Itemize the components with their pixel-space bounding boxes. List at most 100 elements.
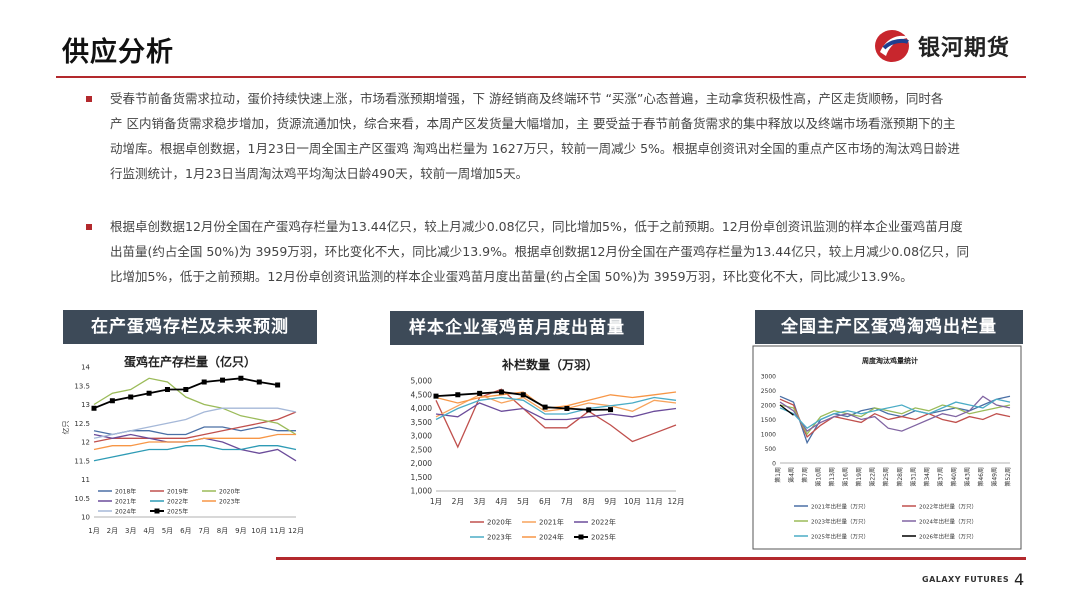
page-number: 4	[1014, 570, 1025, 589]
y-tick-label: 4,000	[411, 404, 433, 413]
x-tick-label: 12月	[288, 527, 304, 535]
legend-label: 2020年	[219, 488, 240, 496]
x-tick-label: 第46周	[977, 467, 985, 487]
chart-header-chicks: 样本企业蛋鸡苗月度出苗量	[390, 311, 644, 345]
y-tick-label: 2500	[761, 388, 776, 395]
x-tick-label: 第7周	[801, 467, 809, 483]
chart-culls: 周度淘汰鸡量统计 0 500 1000 1500 2000 2500 3000 第1周 第4周 第7…	[752, 345, 1022, 550]
legend-label: 2023年出栏量（万只）	[811, 518, 869, 526]
series-point	[275, 382, 281, 388]
x-tick-label: 1月	[430, 497, 442, 506]
x-tick-label: 第10周	[815, 467, 823, 487]
x-tick-label: 第34周	[923, 467, 931, 487]
legend-label: 2022年出栏量（万只）	[919, 503, 977, 511]
y-tick-label: 4,500	[411, 390, 433, 399]
series-point	[128, 394, 134, 400]
x-tick-label: 第19周	[855, 467, 863, 487]
x-tick-label: 8月	[583, 497, 595, 506]
series-point	[109, 398, 115, 404]
y-tick-label: 2000	[761, 403, 776, 410]
x-tick-label: 第40周	[950, 467, 958, 487]
paragraph-line: 动增库。根据卓创数据，1月23日一周全国主产区蛋鸡 淘鸡出栏量为 1627万只，…	[110, 141, 960, 156]
x-tick-label: 第52周	[1004, 467, 1012, 487]
y-tick-label: 10.5	[74, 495, 90, 503]
chart-header-culls: 全国主产区蛋鸡淘鸡出栏量	[755, 310, 1023, 344]
y-tick-label: 11	[81, 476, 90, 484]
series-point	[564, 406, 570, 411]
y-tick-label: 0	[772, 461, 776, 468]
header-divider	[56, 76, 1026, 78]
series-line	[93, 426, 296, 436]
x-tick-label: 9月	[235, 527, 246, 535]
y-tick-label: 10	[81, 514, 90, 522]
x-tick-label: 第16周	[842, 467, 850, 487]
x-tick-label: 6月	[539, 497, 551, 506]
series-line	[779, 404, 1011, 436]
chart-stock: 蛋鸡在产存栏量（亿只） 10 10.5 11 11.5 12 12.5 13 13.5 14 亿只 1…	[61, 354, 304, 535]
x-tick-label: 10月	[251, 527, 267, 535]
series-point	[433, 393, 439, 399]
chart-frame	[752, 345, 1022, 550]
series-line	[93, 445, 297, 462]
x-tick-label: 6月	[180, 527, 191, 535]
x-tick-label: 1月	[88, 527, 99, 535]
y-tick-label: 14	[81, 364, 90, 372]
x-tick-label: 第25周	[882, 467, 890, 487]
series-point	[498, 389, 504, 395]
x-tick-label: 第4周	[788, 467, 796, 483]
legend-label: 2019年	[167, 488, 188, 496]
y-tick-label: 1,500	[411, 473, 433, 482]
legend-label: 2022年	[167, 498, 188, 506]
x-tick-label: 2月	[452, 497, 464, 506]
legend-marker	[154, 508, 160, 514]
y-tick-label: 2,000	[411, 459, 433, 468]
y-tick-label: 1,000	[411, 487, 433, 496]
y-tick-label: 13	[81, 401, 90, 409]
y-tick-label: 13.5	[74, 382, 90, 390]
x-tick-label: 7月	[561, 497, 573, 506]
series-line	[93, 377, 297, 436]
legend-label: 2018年	[115, 488, 136, 496]
chart-title: 周度淘汰鸡量统计	[862, 356, 918, 365]
series-point	[455, 392, 461, 398]
x-tick-label: 10月	[624, 497, 641, 506]
x-tick-label: 第22周	[869, 467, 877, 487]
series-point	[586, 407, 592, 413]
paragraph-line: 行监测统计，1月23日当周淘汰鸡平均淘汰日龄490天，较前一周增加5天。	[110, 166, 529, 181]
y-tick-label: 5,000	[411, 377, 433, 386]
chart-title: 蛋鸡在产存栏量（亿只）	[124, 354, 256, 369]
footer-brand: GALAXY FUTURES	[922, 575, 1010, 584]
x-tick-label: 4月	[495, 497, 507, 506]
series-point	[608, 407, 614, 413]
bullet-icon	[86, 96, 92, 102]
legend-label: 2021年出栏量（万只）	[811, 503, 869, 511]
series-line	[779, 398, 1011, 430]
legend-label: 2024年出栏量（万只）	[919, 518, 977, 526]
x-tick-label: 11月	[270, 527, 286, 535]
x-tick-label: 7月	[198, 527, 209, 535]
x-tick-label: 第43周	[963, 467, 971, 487]
legend-label: 2026年出栏量（万只）	[919, 533, 977, 541]
x-tick-label: 第37周	[936, 467, 944, 487]
y-axis-label: 亿只	[61, 421, 70, 435]
series-line	[435, 402, 677, 421]
x-tick-label: 5月	[162, 527, 173, 535]
series-point	[542, 404, 548, 410]
page-title: 供应分析	[62, 37, 174, 68]
legend-label: 2025年出栏量（万只）	[811, 533, 869, 541]
paragraph-1: 受春节前备货需求拉动，蛋价持续快速上涨，市场看涨预期增强，下 游经销商及终端环节…	[110, 86, 1032, 186]
series-line	[93, 411, 297, 443]
y-tick-label: 3000	[761, 374, 776, 381]
x-tick-label: 3月	[473, 497, 485, 506]
series-point	[201, 379, 207, 385]
y-tick-label: 1000	[761, 432, 776, 439]
legend-label: 2020年	[487, 518, 512, 527]
legend-label: 2025年	[167, 508, 188, 516]
x-tick-label: 2月	[107, 527, 118, 535]
series-point	[238, 375, 244, 381]
series-point	[520, 392, 526, 398]
series-point	[256, 379, 262, 385]
legend-label: 2023年	[487, 533, 512, 542]
x-tick-label: 5月	[517, 497, 529, 506]
series-line	[93, 377, 278, 410]
